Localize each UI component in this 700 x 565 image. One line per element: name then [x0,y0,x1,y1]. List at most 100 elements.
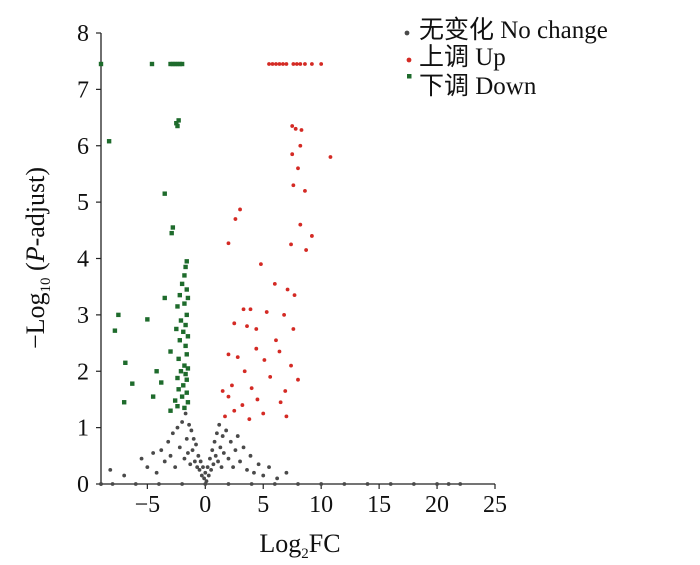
point-down [169,230,174,236]
x-tick-label: 15 [367,492,391,518]
point-down [162,191,167,196]
y-tick-label: 2 [77,359,89,385]
point-up [232,408,237,413]
point-down [159,380,164,385]
point-up [255,397,260,402]
point-down [172,61,178,67]
point-no-change [388,482,393,486]
point-down [184,287,189,292]
point-up [223,414,227,419]
point-no-change [272,482,277,486]
point-no-change [175,425,180,430]
point-no-change [221,451,226,455]
point-no-change [166,439,171,444]
point-no-change [133,482,138,486]
point-up [303,62,307,66]
point-no-change [108,468,113,472]
point-up [264,310,269,314]
point-up [220,389,225,393]
point-no-change [177,445,182,450]
x-tick-label: 20 [425,492,449,518]
point-down [175,123,180,129]
point-no-change [122,473,127,478]
point-no-change [411,482,416,486]
point-down [175,404,180,409]
point-no-change [205,465,210,469]
point-no-change [110,482,115,486]
point-up [299,128,304,132]
point-no-change [186,451,190,455]
point-up [319,62,324,66]
point-no-change [99,482,103,486]
point-down [182,363,187,368]
legend-marker-down [407,74,412,79]
point-no-change [365,482,370,486]
point-up [296,377,300,382]
point-down [177,292,182,298]
y-tick-label: 0 [77,472,89,498]
point-down [185,366,191,371]
point-down [181,329,186,334]
point-no-change [173,465,178,469]
point-down [177,338,182,343]
y-tick-label: 5 [77,190,89,216]
point-no-change [196,453,201,458]
point-up [249,386,254,391]
point-down [179,281,185,287]
point-up [232,321,237,326]
point-down [185,400,191,405]
point-up [284,62,289,66]
point-up [298,222,303,227]
point-no-change [162,459,167,464]
point-up [248,307,253,312]
point-up [272,281,277,286]
point-no-change [256,462,261,467]
point-no-change [202,476,207,481]
point-no-change [252,470,256,475]
point-no-change [226,482,231,486]
point-up [270,62,275,66]
point-no-change [267,465,271,469]
point-down [184,377,189,382]
y-tick-label: 3 [77,303,89,329]
point-down [130,381,135,386]
point-up [294,62,299,66]
point-no-change [249,482,254,486]
point-up [233,217,238,221]
point-up [282,312,286,317]
point-up [296,166,300,171]
point-no-change [190,448,195,453]
point-down [150,394,156,399]
legend-label-up: 上调 Up [419,43,506,71]
point-no-change [219,465,224,469]
point-no-change [211,462,216,467]
point-down [177,61,182,67]
point-no-change [210,448,215,453]
point-no-change [189,428,194,433]
point-up [268,374,273,379]
point-up [235,355,240,360]
point-down [184,352,189,357]
point-up [278,400,283,405]
point-no-change [183,411,188,416]
point-up [291,62,296,66]
point-no-change [245,468,249,472]
y-axis-ticks: 0 1 2 3 4 5 6 7 8 [77,21,101,498]
point-no-change [151,451,156,455]
x-axis-label: Log2FC [259,529,340,562]
point-down [179,61,185,67]
point-no-change [446,482,451,486]
legend-label-no-change: 无变化 No change [419,16,608,44]
point-no-change [145,465,150,469]
point-down [149,61,155,67]
point-up [242,369,247,374]
point-up [289,242,293,247]
point-no-change [203,482,208,486]
point-no-change [213,453,218,458]
point-no-change [216,459,220,464]
point-down [175,304,180,309]
legend-label-down: 下调 Down [419,73,537,100]
point-no-change [458,482,463,486]
point-up [290,124,295,128]
